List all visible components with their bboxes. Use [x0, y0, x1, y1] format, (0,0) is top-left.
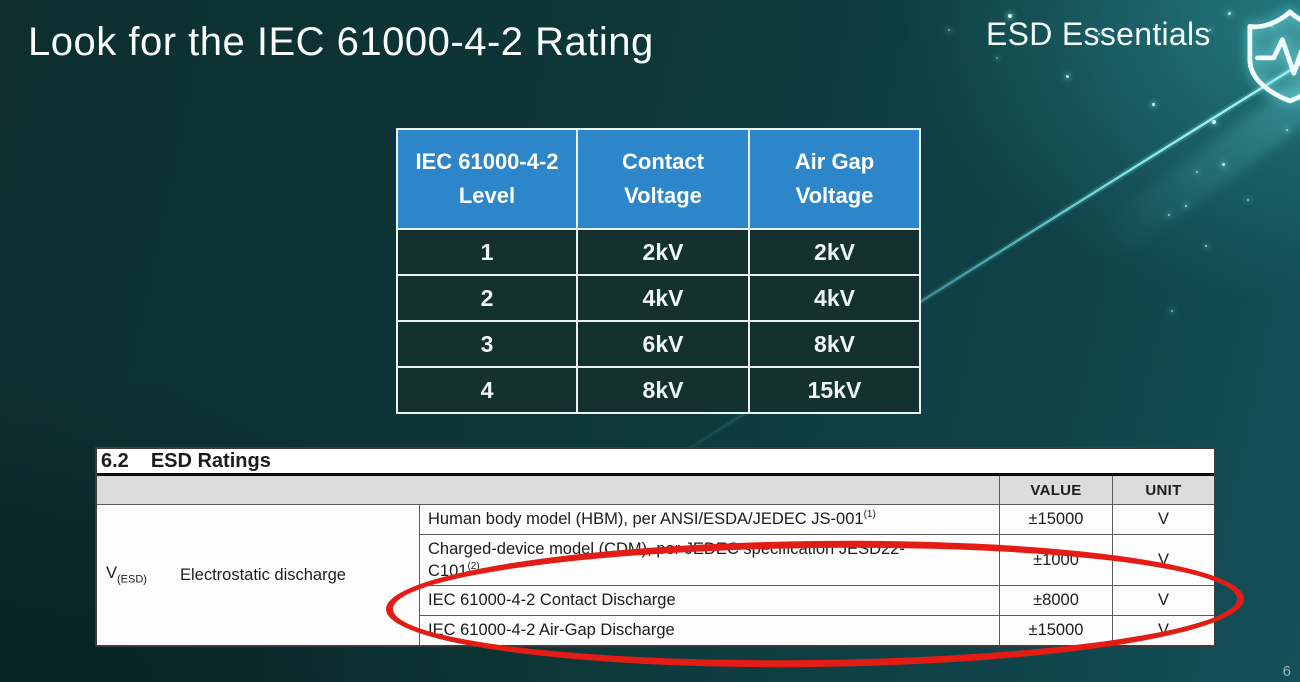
particle-dot: [1212, 120, 1216, 124]
contact-voltage-cell: 2kV: [578, 230, 748, 274]
unit-cell: V: [1113, 616, 1214, 645]
particle-dot: [1171, 310, 1173, 312]
particle-dot: [1247, 199, 1249, 201]
particle-dot: [1271, 25, 1273, 27]
datasheet-section-title: 6.2 ESD Ratings: [97, 449, 1214, 476]
contact-voltage-cell: 6kV: [578, 322, 748, 366]
datasheet-grid: VALUE UNIT V(ESD) Electrostatic discharg…: [97, 476, 1214, 645]
value-header-cell: VALUE: [1000, 476, 1112, 504]
unit-header-cell: UNIT: [1113, 476, 1214, 504]
particle-dot: [1209, 29, 1211, 31]
value-cell: ±1000: [1000, 535, 1112, 585]
level-table-header: IEC 61000-4-2 Level: [398, 130, 576, 228]
air-gap-voltage-cell: 4kV: [750, 276, 919, 320]
blank-header-cell: [97, 476, 999, 504]
shield-pulse-logo-icon: [1247, 9, 1300, 104]
particle-dot: [1185, 205, 1187, 207]
unit-cell: V: [1113, 586, 1214, 615]
level-table-header: Contact Voltage: [578, 130, 748, 228]
parameter-name: Electrostatic discharge: [179, 565, 346, 584]
particle-dot: [1228, 12, 1231, 15]
parameter-cell: V(ESD) Electrostatic discharge: [97, 505, 419, 645]
particle-dot: [1152, 103, 1155, 106]
unit-cell: V: [1113, 535, 1214, 585]
level-cell: 2: [398, 276, 576, 320]
air-gap-voltage-cell: 8kV: [750, 322, 919, 366]
description-cell: Human body model (HBM), per ANSI/ESDA/JE…: [420, 505, 999, 534]
brand-name: ESD Essentials: [986, 16, 1211, 52]
unit-cell: V: [1113, 505, 1214, 534]
iec-level-table: IEC 61000-4-2 Level Contact Voltage Air …: [396, 128, 921, 414]
particle-dot: [1222, 163, 1225, 166]
description-cell: IEC 61000-4-2 Air-Gap Discharge: [420, 616, 999, 645]
datasheet-excerpt: 6.2 ESD Ratings VALUE UNIT V(ESD) Electr…: [95, 447, 1216, 647]
value-cell: ±15000: [1000, 616, 1112, 645]
air-gap-voltage-cell: 2kV: [750, 230, 919, 274]
particle-dot: [1066, 75, 1069, 78]
air-gap-voltage-cell: 15kV: [750, 368, 919, 412]
symbol: V(ESD): [106, 564, 147, 586]
description-cell: IEC 61000-4-2 Contact Discharge: [420, 586, 999, 615]
level-cell: 3: [398, 322, 576, 366]
particle-dot: [1168, 214, 1170, 216]
particle-dot: [996, 57, 998, 59]
level-table-header: Air Gap Voltage: [750, 130, 919, 228]
particle-dot: [1098, 33, 1100, 35]
description-cell: Charged-device model (CDM), per JEDEC sp…: [420, 535, 999, 585]
level-cell: 1: [398, 230, 576, 274]
contact-voltage-cell: 8kV: [578, 368, 748, 412]
section-number: 6.2: [101, 449, 129, 472]
particle-dot: [1205, 245, 1207, 247]
contact-voltage-cell: 4kV: [578, 276, 748, 320]
value-cell: ±8000: [1000, 586, 1112, 615]
particle-dot: [1196, 171, 1198, 173]
particle-dot: [1008, 14, 1012, 18]
section-name: ESD Ratings: [150, 449, 271, 472]
page-number: 6: [1282, 663, 1291, 680]
particle-dot: [1286, 129, 1288, 131]
slide-title: Look for the IEC 61000-4-2 Rating: [28, 20, 654, 64]
value-cell: ±15000: [1000, 505, 1112, 534]
level-cell: 4: [398, 368, 576, 412]
particle-dot: [948, 29, 950, 31]
